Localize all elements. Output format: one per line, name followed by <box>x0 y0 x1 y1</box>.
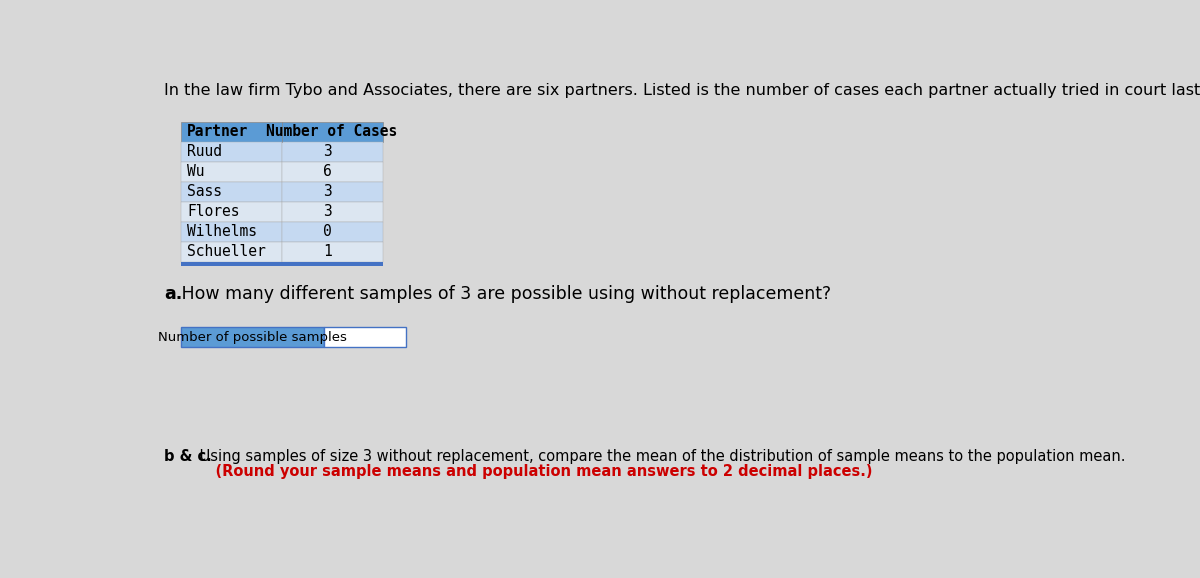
Bar <box>181 142 282 162</box>
Text: Using samples of size 3 without replacement, compare the mean of the distributio: Using samples of size 3 without replacem… <box>194 449 1126 464</box>
Bar <box>181 181 282 202</box>
Bar <box>282 181 383 202</box>
Text: How many different samples of 3 are possible using without replacement?: How many different samples of 3 are poss… <box>176 285 832 303</box>
Text: Sass: Sass <box>187 184 222 199</box>
Text: Schueller: Schueller <box>187 244 266 260</box>
Text: 6: 6 <box>323 164 331 179</box>
Text: a.: a. <box>164 285 182 303</box>
Text: 1: 1 <box>323 244 331 260</box>
Bar <box>282 242 383 262</box>
Text: Partner: Partner <box>187 124 248 139</box>
Bar <box>324 327 406 347</box>
Bar <box>181 262 383 266</box>
Text: 3: 3 <box>323 184 331 199</box>
Bar <box>282 142 383 162</box>
Text: In the law firm Tybo and Associates, there are six partners. Listed is the numbe: In the law firm Tybo and Associates, the… <box>164 83 1200 98</box>
Bar <box>181 202 282 222</box>
Text: b & c.: b & c. <box>164 449 211 464</box>
Text: Number of possible samples: Number of possible samples <box>158 331 347 344</box>
Bar <box>181 327 324 347</box>
Bar <box>282 202 383 222</box>
Text: Number of Cases: Number of Cases <box>266 124 397 139</box>
Bar <box>181 222 282 242</box>
Bar <box>181 242 282 262</box>
Text: 3: 3 <box>323 204 331 219</box>
Text: 3: 3 <box>323 144 331 160</box>
Text: 0: 0 <box>323 224 331 239</box>
Text: Wilhelms: Wilhelms <box>187 224 257 239</box>
Bar <box>282 162 383 181</box>
Text: Flores: Flores <box>187 204 240 219</box>
Text: (Round your sample means and population mean answers to 2 decimal places.): (Round your sample means and population … <box>194 464 872 479</box>
Text: Ruud: Ruud <box>187 144 222 160</box>
Bar <box>181 122 383 142</box>
Bar <box>181 162 282 181</box>
Text: Wu: Wu <box>187 164 205 179</box>
Bar <box>282 222 383 242</box>
